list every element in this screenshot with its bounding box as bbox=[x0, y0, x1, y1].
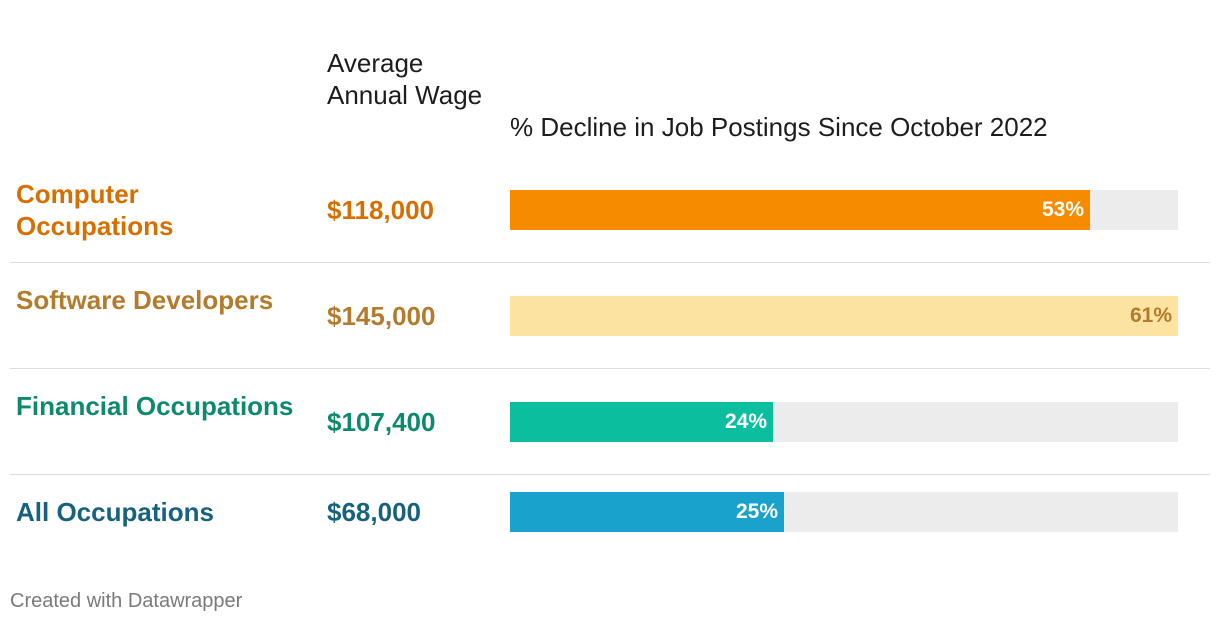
wage-column-header: Average Annual Wage bbox=[327, 48, 483, 110]
row-divider bbox=[10, 368, 1210, 369]
row-divider bbox=[10, 474, 1210, 475]
bar-track: 61% bbox=[510, 296, 1178, 336]
bar-track: 24% bbox=[510, 402, 1178, 442]
bar-value-label: 25% bbox=[735, 500, 778, 523]
bar: 53% bbox=[510, 190, 1090, 230]
bar-column-header: % Decline in Job Postings Since October … bbox=[510, 112, 1048, 142]
bar: 25% bbox=[510, 492, 784, 532]
bar: 24% bbox=[510, 402, 773, 442]
bar-track: 53% bbox=[510, 190, 1178, 230]
bar-value-label: 24% bbox=[724, 410, 767, 433]
occupation-label: All Occupations bbox=[16, 497, 214, 527]
occupation-label: Financial Occupations bbox=[16, 391, 294, 421]
datawrapper-credit: Created with Datawrapper bbox=[10, 590, 243, 612]
bar-value-label: 53% bbox=[1041, 198, 1084, 221]
occupation-label: Computer Occupations bbox=[16, 179, 174, 241]
wage-value: $107,400 bbox=[327, 407, 436, 437]
bar: 61% bbox=[510, 296, 1178, 336]
bar-value-label: 61% bbox=[1129, 304, 1172, 327]
bar-track: 25% bbox=[510, 492, 1178, 532]
wage-value: $118,000 bbox=[327, 195, 435, 225]
occupation-label: Software Developers bbox=[16, 285, 274, 315]
wage-value: $145,000 bbox=[327, 301, 436, 331]
wage-value: $68,000 bbox=[327, 497, 421, 527]
row-divider bbox=[10, 262, 1210, 263]
